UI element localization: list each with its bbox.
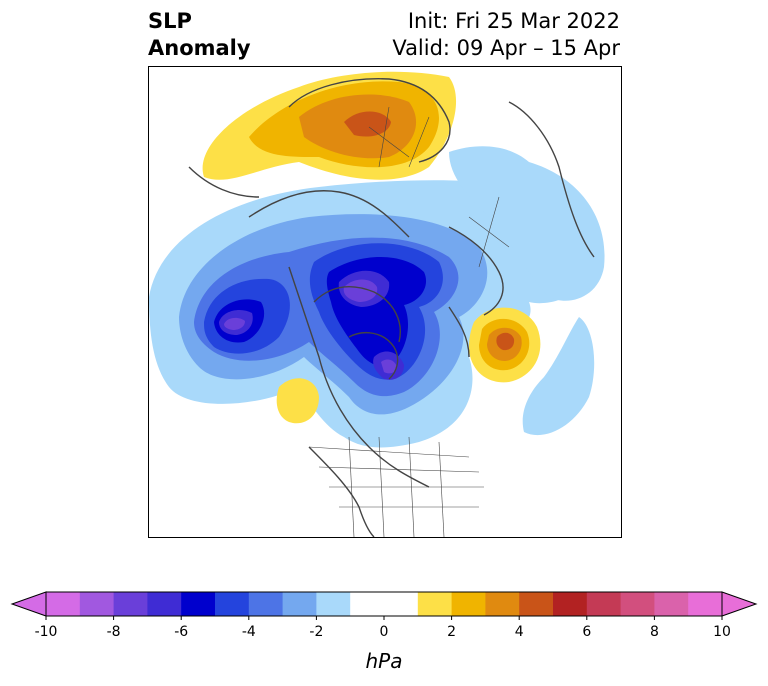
colorbar-segment [519, 592, 554, 616]
colorbar: -10 -8 -6 -4 -2 0 2 4 6 8 10 hPa [10, 591, 758, 673]
colorbar-segment [79, 592, 115, 616]
colorbar-segment [215, 592, 250, 616]
colorbar-segment [46, 592, 81, 616]
colorbar-tick-label: -8 [107, 624, 121, 640]
positive-anomaly-eurasia [202, 71, 457, 180]
colorbar-tick-label: 4 [515, 624, 524, 640]
colorbar-segment [147, 592, 182, 616]
colorbar-segment [417, 592, 453, 616]
colorbar-tick-label: -6 [174, 624, 188, 640]
colorbar-tick-label: 2 [447, 624, 456, 640]
colorbar-segment [282, 592, 317, 616]
valid-range: Valid: 09 Apr – 15 Apr [392, 36, 620, 60]
colorbar-extend-max [721, 591, 758, 617]
colorbar-segment [553, 592, 588, 616]
anomaly-map [149, 71, 605, 537]
map-panel [148, 66, 622, 538]
coastlines [188, 78, 595, 537]
colorbar-tick-label: 6 [582, 624, 591, 640]
colorbar-tick-label: -10 [35, 624, 58, 640]
colorbar-segment [248, 592, 284, 616]
colorbar-tick-label: -2 [309, 624, 323, 640]
colorbar-segment [654, 592, 689, 616]
colorbar-unit: hPa [366, 649, 403, 673]
colorbar-extend-min [10, 591, 47, 617]
map-title: SLP Anomaly [148, 8, 251, 62]
negative-anomaly-asia [449, 146, 605, 436]
colorbar-segment [451, 592, 486, 616]
positive-anomaly-pacific [276, 378, 319, 424]
colorbar-tick-label: 10 [713, 624, 731, 640]
colorbar-tick-label: 0 [380, 624, 389, 640]
colorbar-segment [485, 592, 520, 616]
colorbar-segment [688, 592, 723, 616]
colorbar-segments [10, 591, 758, 617]
colorbar-segment [113, 592, 148, 616]
colorbar-segment [620, 592, 655, 616]
colorbar-tick-label: 8 [650, 624, 659, 640]
colorbar-segment [586, 592, 622, 616]
title-field: SLP [148, 9, 192, 33]
colorbar-segment [316, 592, 351, 616]
colorbar-tick-label: -4 [242, 624, 256, 640]
map-dates: Init: Fri 25 Mar 2022 Valid: 09 Apr – 15… [392, 8, 620, 62]
init-date: Init: Fri 25 Mar 2022 [407, 9, 620, 33]
colorbar-segment [181, 592, 216, 616]
title-field-2: Anomaly [148, 36, 251, 60]
negative-anomaly-main [149, 180, 600, 448]
borders [308, 106, 510, 537]
positive-anomaly-europe [469, 307, 541, 383]
colorbar-ticks: -10 -8 -6 -4 -2 0 2 4 6 8 10 [35, 616, 731, 640]
colorbar-segment [384, 592, 419, 616]
colorbar-segment [350, 592, 385, 616]
